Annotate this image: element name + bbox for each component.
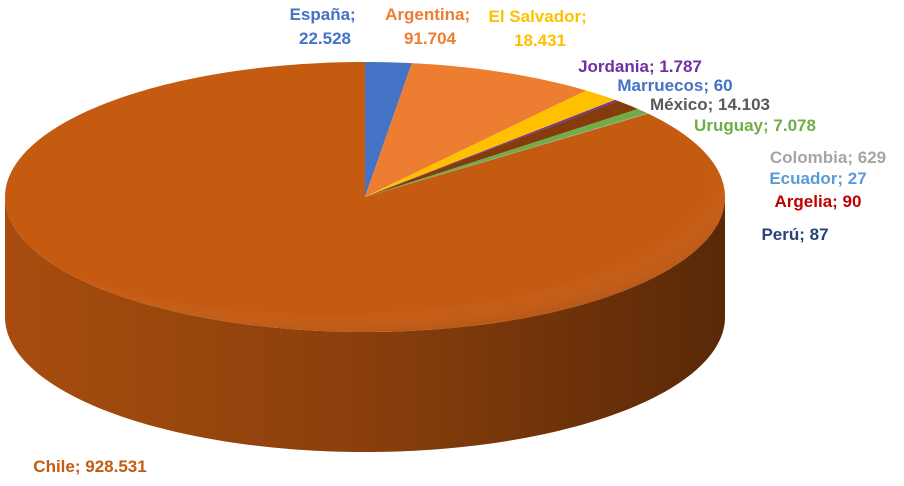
label-category: Ecuador — [769, 169, 837, 188]
pie-top — [5, 62, 725, 332]
label-value: 90 — [843, 192, 862, 211]
label-separator: ; — [464, 5, 474, 24]
pie-side-shade — [5, 197, 725, 452]
label-category: México — [650, 95, 708, 114]
label-value: 91.704 — [404, 29, 457, 48]
label-separator: ; — [649, 57, 659, 76]
data-label: Argentina; 91.704 — [385, 5, 475, 48]
label-separator: ; — [837, 169, 847, 188]
data-label: Ecuador; 27 — [769, 169, 866, 188]
label-category: Perú — [761, 225, 799, 244]
label-separator: ; — [847, 148, 857, 167]
label-separator: ; — [763, 116, 773, 135]
label-category: España — [290, 5, 351, 24]
data-label: Colombia; 629 — [770, 148, 886, 167]
data-label: Argelia; 90 — [775, 192, 862, 211]
label-category: Argelia — [775, 192, 833, 211]
label-value: 60 — [714, 76, 733, 95]
pie-sides — [5, 197, 725, 452]
label-value: 629 — [858, 148, 886, 167]
data-label: Jordania; 1.787 — [578, 57, 702, 76]
data-label: Chile; 928.531 — [33, 457, 146, 476]
label-value: 7.078 — [773, 116, 816, 135]
label-category: Jordania — [578, 57, 649, 76]
label-value: 14.103 — [718, 95, 770, 114]
label-separator: ; — [350, 5, 360, 24]
label-separator: ; — [75, 457, 85, 476]
label-category: Marruecos — [617, 76, 703, 95]
label-value: 18.431 — [514, 31, 566, 50]
data-labels: España; 22.528 Argentina; 91.704 El Salvad… — [33, 5, 886, 476]
label-separator: ; — [832, 192, 842, 211]
top-shade — [5, 62, 725, 332]
data-label: Perú; 87 — [761, 225, 828, 244]
label-separator: ; — [703, 76, 713, 95]
data-label: El Salvador; 18.431 — [489, 7, 592, 50]
label-separator: ; — [581, 7, 591, 26]
label-value: 22.528 — [299, 29, 351, 48]
label-category: El Salvador — [489, 7, 582, 26]
label-value: 928.531 — [85, 457, 146, 476]
data-label: México; 14.103 — [650, 95, 770, 114]
label-category: Colombia — [770, 148, 848, 167]
label-separator: ; — [708, 95, 718, 114]
label-value: 1.787 — [659, 57, 702, 76]
label-category: Uruguay — [694, 116, 764, 135]
label-value: 87 — [810, 225, 829, 244]
label-value: 27 — [848, 169, 867, 188]
label-category: Argentina — [385, 5, 465, 24]
data-label: Uruguay; 7.078 — [694, 116, 816, 135]
data-label: España; 22.528 — [290, 5, 361, 48]
label-separator: ; — [799, 225, 809, 244]
label-category: Chile — [33, 457, 75, 476]
data-label: Marruecos; 60 — [617, 76, 732, 95]
